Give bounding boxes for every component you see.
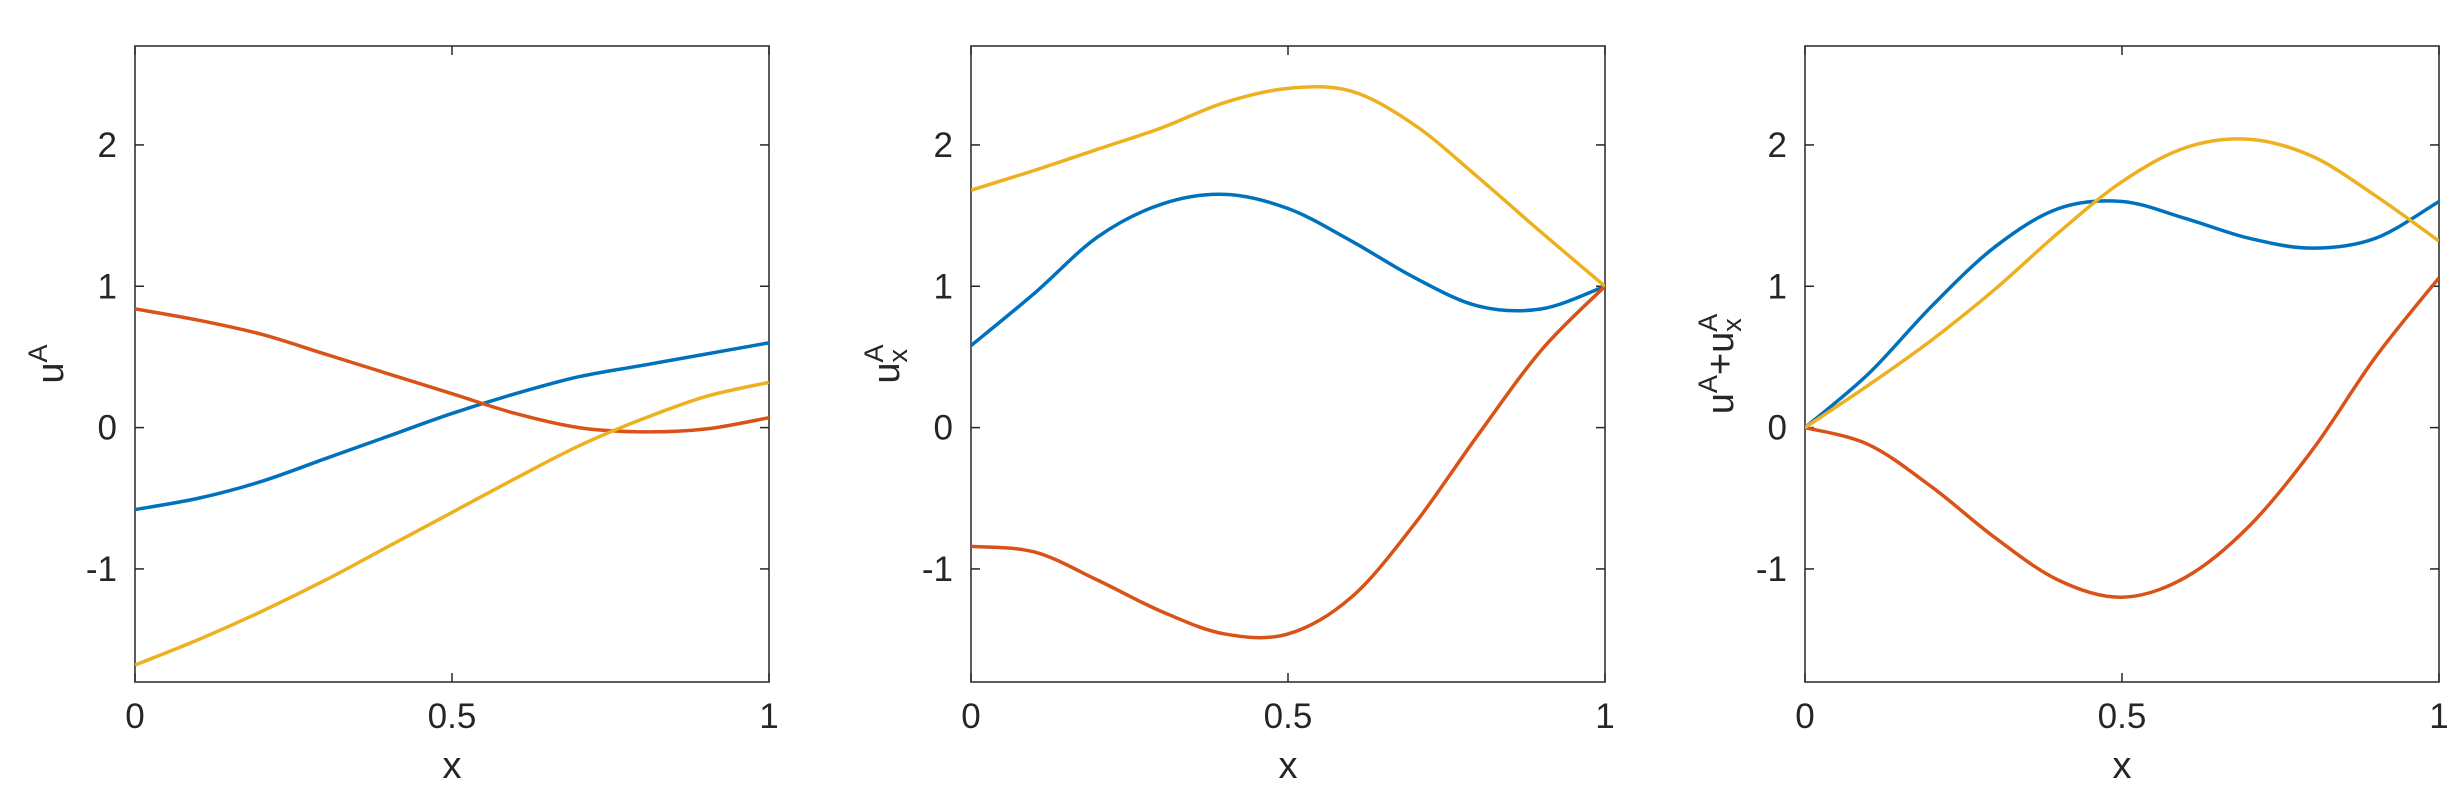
y-axis-label: uAx bbox=[859, 344, 913, 383]
y-axis-label-part: u bbox=[1700, 332, 1742, 353]
data-line bbox=[1805, 137, 2439, 430]
x-tick-label: 1 bbox=[759, 697, 778, 736]
y-tick-label: 0 bbox=[934, 409, 953, 448]
x-tick-label: 0.5 bbox=[428, 697, 477, 736]
y-axis-label-part: u bbox=[866, 362, 908, 383]
y-tick-label: -1 bbox=[86, 550, 117, 589]
plot-area bbox=[134, 45, 770, 683]
data-line bbox=[971, 85, 1605, 288]
y-axis-label-part: x bbox=[883, 348, 913, 362]
y-tick-label: 2 bbox=[98, 126, 117, 165]
x-tick-label: 1 bbox=[2429, 697, 2448, 736]
x-tick-label: 0.5 bbox=[2098, 697, 2147, 736]
y-tick-label: -1 bbox=[1756, 550, 1787, 589]
y-tick-label: 1 bbox=[934, 267, 953, 306]
data-line bbox=[971, 192, 1605, 347]
y-axis-label: uA+uAx bbox=[1693, 314, 1747, 415]
y-axis-label-part: A bbox=[1693, 375, 1723, 393]
y-axis-label-part: A bbox=[1693, 314, 1723, 332]
data-line bbox=[1805, 199, 2439, 429]
y-tick-label: 0 bbox=[1768, 409, 1787, 448]
y-axis-label-part: u bbox=[30, 362, 72, 383]
y-axis-label-part: x bbox=[1717, 318, 1747, 332]
x-tick-label: 1 bbox=[1595, 697, 1614, 736]
data-line bbox=[971, 285, 1605, 640]
y-axis-label-part: A bbox=[859, 344, 889, 362]
x-tick-label: 0 bbox=[1795, 697, 1814, 736]
y-tick-label: 0 bbox=[98, 409, 117, 448]
chart-panel: -1 0 1 2 0 0.5 1 x uA bbox=[23, 45, 779, 787]
y-tick-label: 2 bbox=[1768, 126, 1787, 165]
y-tick-label: 1 bbox=[98, 267, 117, 306]
x-tick-label: 0 bbox=[961, 697, 980, 736]
data-line bbox=[1805, 276, 2439, 599]
y-tick-label: 2 bbox=[934, 126, 953, 165]
data-line bbox=[135, 380, 769, 667]
x-axis-label: x bbox=[1279, 745, 1298, 787]
y-axis-label-part: A bbox=[23, 344, 53, 362]
plot-area bbox=[1804, 45, 2440, 683]
x-axis-label: x bbox=[2113, 745, 2132, 787]
data-line bbox=[135, 341, 769, 512]
y-axis-label: uA bbox=[23, 344, 72, 383]
x-tick-label: 0.5 bbox=[1264, 697, 1313, 736]
y-tick-label: -1 bbox=[922, 550, 953, 589]
y-axis-label-part: + bbox=[1700, 353, 1742, 375]
y-axis-label-part: u bbox=[1700, 393, 1742, 414]
y-tick-label: 1 bbox=[1768, 267, 1787, 306]
x-tick-label: 0 bbox=[125, 697, 144, 736]
data-line bbox=[135, 307, 769, 434]
x-axis-label: x bbox=[443, 745, 462, 787]
plot-area bbox=[970, 45, 1606, 683]
